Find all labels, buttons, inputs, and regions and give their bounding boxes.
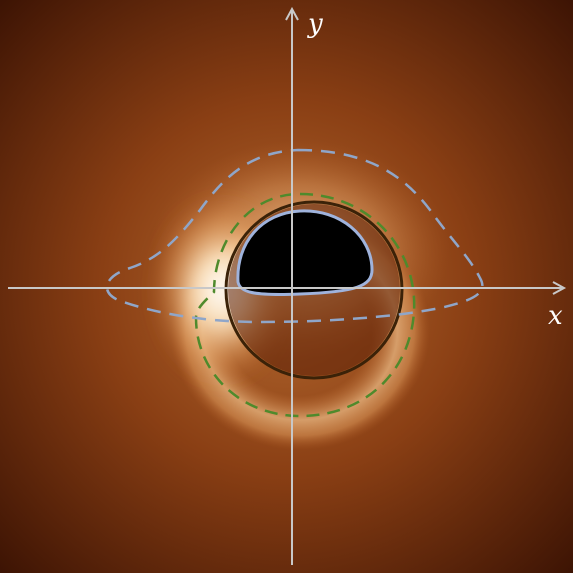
outer-dashed-curve: [105, 148, 484, 324]
x-axis-label: x: [548, 301, 563, 331]
y-axis-arrowhead: [285, 6, 299, 21]
x-axis-arrowhead: [552, 281, 567, 295]
dark-circle: [224, 200, 404, 380]
shadow-region: [236, 209, 374, 296]
y-axis-label: y: [307, 9, 323, 39]
